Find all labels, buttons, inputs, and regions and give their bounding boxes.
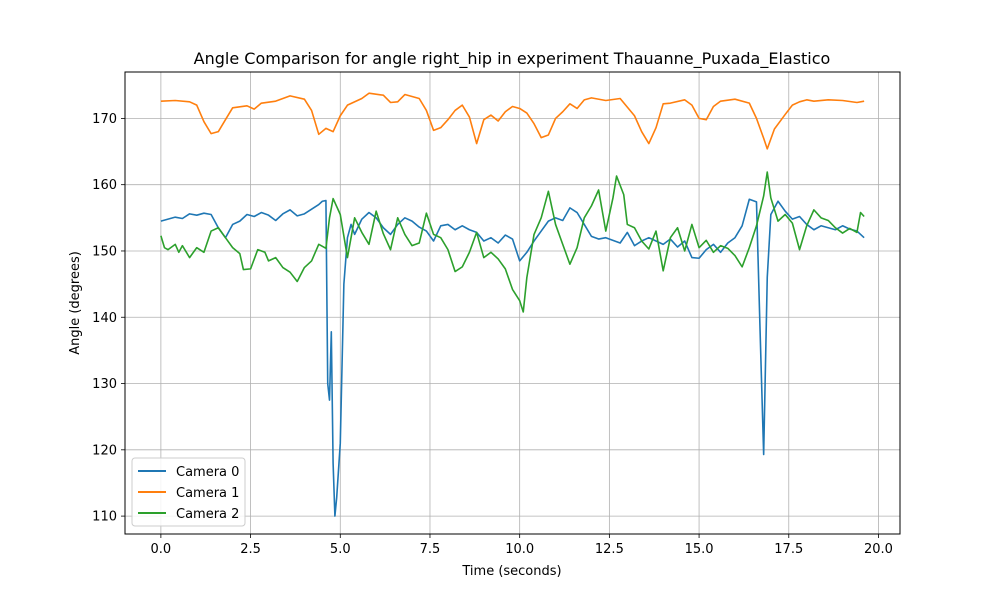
y-tick-label: 160 (92, 178, 117, 193)
y-axis-ticks: 110 120 130 140 150 160 170 (92, 112, 125, 525)
series-line-camera-2 (160, 171, 865, 313)
x-tick-label: 5.0 (330, 542, 351, 557)
y-tick-label: 110 (92, 510, 117, 525)
y-tick-label: 150 (92, 244, 117, 259)
x-tick-label: 12.5 (595, 542, 624, 557)
series-layer (160, 92, 865, 517)
plot-frame (124, 71, 901, 535)
x-axis-ticks: 0.0 2.5 5.0 7.5 10.0 12.5 15.0 17.5 20.0 (151, 534, 893, 557)
legend-label: Camera 1 (176, 486, 239, 501)
legend: Camera 0 Camera 1 Camera 2 (131, 457, 246, 527)
series-line-camera-1 (160, 92, 865, 150)
legend-label: Camera 2 (176, 507, 239, 522)
x-tick-label: 7.5 (420, 542, 441, 557)
x-axis-label: Time (seconds) (461, 564, 561, 579)
y-tick-label: 130 (92, 377, 117, 392)
x-tick-label: 20.0 (864, 542, 893, 557)
legend-label: Camera 0 (176, 465, 239, 480)
x-tick-label: 10.0 (505, 542, 534, 557)
y-tick-label: 120 (92, 443, 117, 458)
x-tick-label: 0.0 (151, 542, 172, 557)
series-line-camera-0 (160, 198, 865, 517)
x-tick-label: 2.5 (240, 542, 261, 557)
y-axis-label: Angle (degrees) (68, 251, 83, 355)
chart-title: Angle Comparison for angle right_hip in … (194, 49, 831, 69)
legend-box (131, 457, 246, 527)
y-tick-label: 140 (92, 311, 117, 326)
x-tick-label: 15.0 (685, 542, 714, 557)
y-tick-label: 170 (92, 112, 117, 127)
x-tick-label: 17.5 (774, 542, 803, 557)
grid (125, 72, 900, 534)
